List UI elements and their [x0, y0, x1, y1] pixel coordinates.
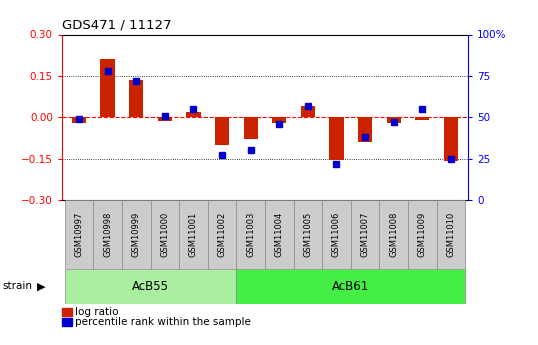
FancyBboxPatch shape: [65, 200, 93, 269]
Bar: [386, 117, 401, 123]
Bar: [186, 112, 201, 117]
Bar: [444, 117, 458, 161]
FancyBboxPatch shape: [236, 200, 265, 269]
Bar: [215, 117, 229, 145]
Text: GSM10998: GSM10998: [103, 212, 112, 257]
Text: GSM11005: GSM11005: [303, 212, 313, 257]
Bar: [129, 80, 144, 117]
Text: GSM11004: GSM11004: [275, 212, 284, 257]
FancyBboxPatch shape: [65, 269, 236, 304]
Bar: [72, 117, 86, 123]
Text: GSM11007: GSM11007: [360, 212, 370, 257]
FancyBboxPatch shape: [294, 200, 322, 269]
Bar: [329, 117, 344, 160]
Text: GSM11002: GSM11002: [217, 212, 226, 257]
Text: GSM11000: GSM11000: [160, 212, 169, 257]
Text: log ratio: log ratio: [75, 307, 119, 317]
Text: percentile rank within the sample: percentile rank within the sample: [75, 317, 251, 327]
FancyBboxPatch shape: [379, 200, 408, 269]
FancyBboxPatch shape: [408, 200, 437, 269]
FancyBboxPatch shape: [265, 200, 294, 269]
Bar: [358, 117, 372, 142]
FancyBboxPatch shape: [208, 200, 236, 269]
Bar: [158, 117, 172, 121]
Text: AcB61: AcB61: [332, 280, 370, 293]
Bar: [244, 117, 258, 139]
Text: AcB55: AcB55: [132, 280, 169, 293]
Text: GSM11006: GSM11006: [332, 212, 341, 257]
Text: GSM11001: GSM11001: [189, 212, 198, 257]
Bar: [301, 106, 315, 117]
FancyBboxPatch shape: [236, 269, 465, 304]
Text: GSM11003: GSM11003: [246, 212, 255, 257]
Text: GDS471 / 11127: GDS471 / 11127: [62, 18, 172, 31]
FancyBboxPatch shape: [122, 200, 151, 269]
Bar: [272, 117, 286, 123]
FancyBboxPatch shape: [322, 200, 351, 269]
Text: strain: strain: [3, 282, 33, 291]
Text: GSM10999: GSM10999: [132, 212, 141, 257]
FancyBboxPatch shape: [179, 200, 208, 269]
Text: GSM11008: GSM11008: [389, 212, 398, 257]
FancyBboxPatch shape: [437, 200, 465, 269]
Text: GSM11009: GSM11009: [418, 212, 427, 257]
FancyBboxPatch shape: [151, 200, 179, 269]
Bar: [101, 59, 115, 117]
Bar: [415, 117, 429, 120]
FancyBboxPatch shape: [351, 200, 379, 269]
Text: ▶: ▶: [37, 282, 45, 291]
Text: GSM11010: GSM11010: [447, 212, 455, 257]
Text: GSM10997: GSM10997: [75, 212, 83, 257]
FancyBboxPatch shape: [93, 200, 122, 269]
